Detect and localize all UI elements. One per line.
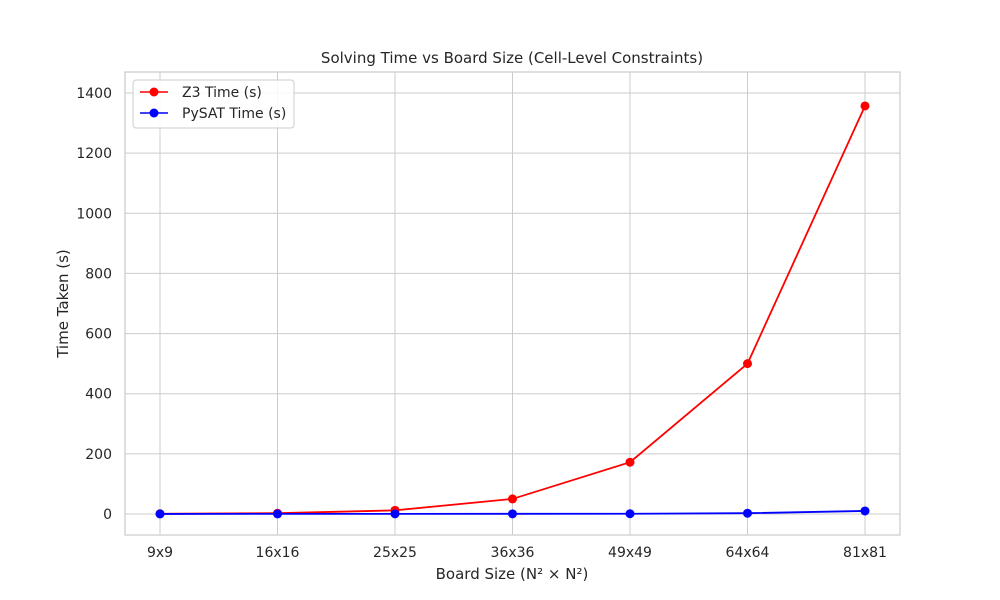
- data-point: [508, 509, 517, 519]
- x-tick-label: 9x9: [147, 545, 173, 561]
- x-tick-label: 16x16: [256, 545, 300, 561]
- legend-label-pysat: PySAT Time (s): [182, 106, 286, 122]
- legend-box: [132, 79, 295, 129]
- data-point: [625, 457, 635, 467]
- y-tick-label: 800: [85, 266, 112, 282]
- grid: [125, 72, 900, 535]
- y-tick-label: 0: [103, 507, 112, 523]
- data-point: [625, 509, 635, 519]
- chart-title: Solving Time vs Board Size (Cell-Level C…: [321, 49, 703, 67]
- x-tick-label: 49x49: [608, 545, 652, 561]
- y-tick-label: 1200: [76, 146, 112, 162]
- y-tick-label: 600: [85, 327, 112, 343]
- x-tick-label: 64x64: [726, 545, 770, 561]
- x-axis-label: Board Size (N² × N²): [436, 565, 589, 583]
- plot-frame: [124, 71, 901, 536]
- legend-label-z3: Z3 Time (s): [182, 85, 262, 101]
- legend-marker-pysat: [149, 108, 159, 118]
- x-tick-label: 81x81: [843, 545, 887, 561]
- data-point: [743, 359, 752, 369]
- legend: Z3 Time (s) PySAT Time (s): [132, 79, 295, 129]
- series-layer: [155, 101, 870, 519]
- x-tick-label: 25x25: [373, 545, 417, 561]
- series-pysat-time-s: [155, 506, 870, 519]
- y-tick-label: 400: [85, 387, 112, 403]
- y-tick-label: 1000: [76, 206, 112, 222]
- x-axis-ticks: 9x9 16x16 25x25 36x36 49x49 64x64 81x81: [147, 545, 887, 561]
- y-axis-ticks: 0 200 400 600 800 1000 1200 1400: [76, 86, 112, 523]
- x-tick-label: 36x36: [491, 545, 535, 561]
- y-tick-label: 1400: [76, 86, 112, 102]
- data-point: [273, 509, 282, 519]
- data-point: [390, 509, 400, 519]
- data-point: [860, 101, 870, 111]
- legend-marker-z3: [149, 87, 159, 97]
- data-point: [508, 494, 517, 504]
- data-point: [860, 506, 870, 516]
- data-point: [743, 508, 752, 518]
- data-point: [155, 509, 165, 519]
- y-axis-label: Time Taken (s): [54, 249, 72, 359]
- y-tick-label: 200: [85, 447, 112, 463]
